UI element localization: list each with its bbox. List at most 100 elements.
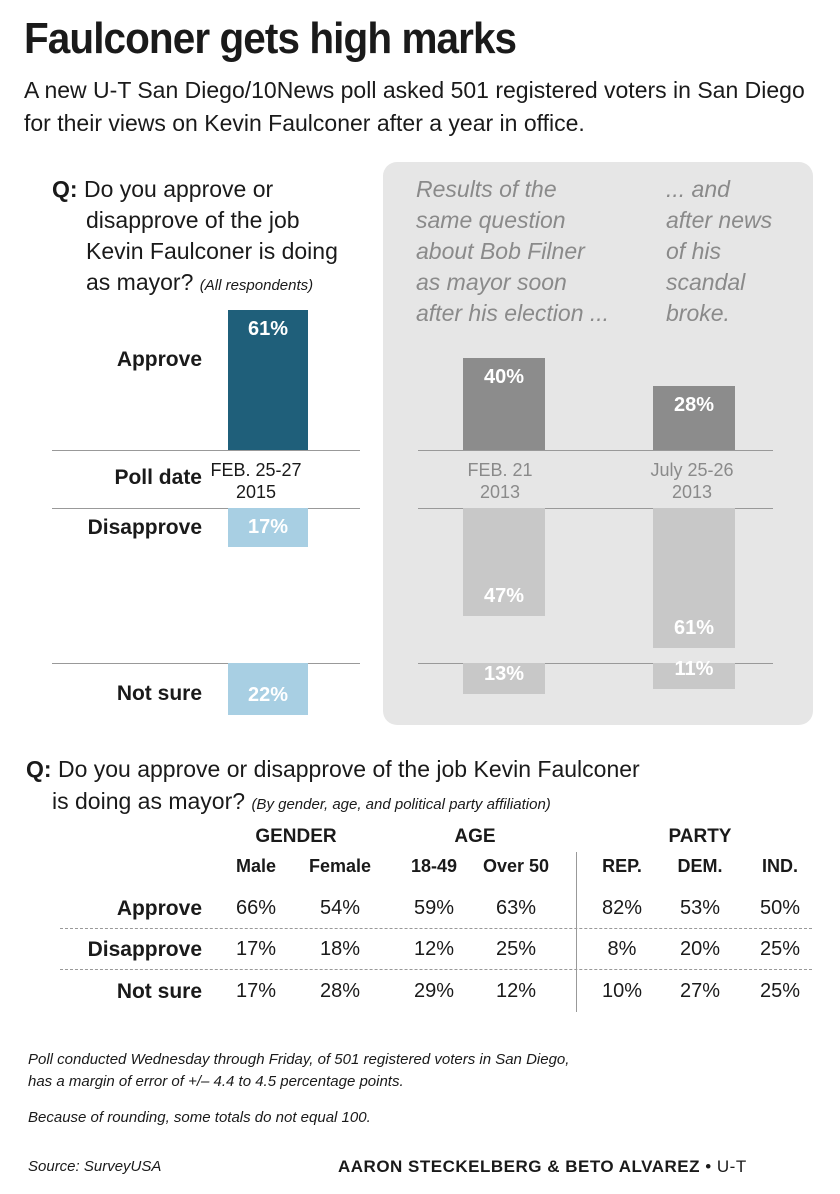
filner-panel <box>383 162 813 725</box>
table-col-header: REP. <box>602 856 642 876</box>
table-cell: 82% <box>601 897 643 919</box>
filner-2013-jul-approve-bar: 28% <box>653 385 735 450</box>
faulconer-not-sure-bar: 22% <box>228 663 308 715</box>
q2-note: (By gender, age, and political party aff… <box>251 796 551 813</box>
q1-line-4-text: as mayor? <box>86 269 194 295</box>
disapprove-label: Disapprove <box>87 516 202 539</box>
filner-after-line: of his <box>666 238 721 264</box>
table-cell: 54% <box>319 897 361 919</box>
q2-line-2-text: is doing as mayor? <box>52 788 246 814</box>
date-line: FEB. 21 <box>467 460 533 480</box>
table-row-label: Not sure <box>116 980 202 1003</box>
q1-line-4: as mayor? (All respondents) <box>86 267 313 301</box>
filner-2013-feb-approve-bar-label: 40% <box>483 366 525 388</box>
faulconer-approve-bar: 61% <box>228 309 308 450</box>
faulconer-not-sure-bar-label: 22% <box>247 683 289 706</box>
filner-2013-jul-not-sure-bar-label: 11% <box>674 657 714 680</box>
table-group-party: PARTY <box>668 826 732 847</box>
table-cell: 59% <box>413 897 455 919</box>
table-row-label: Disapprove <box>87 938 202 961</box>
outlet-name: • U-T <box>705 1157 747 1176</box>
table-cell: 17% <box>235 938 277 960</box>
filner-baseline-upper <box>418 450 773 451</box>
filner-2013-jul-disapprove-bar: 61% <box>653 508 735 649</box>
table-group-age: AGE <box>454 826 496 847</box>
table-col-header: Female <box>308 856 372 876</box>
table-cell: 20% <box>679 938 721 960</box>
date-line: FEB. 25-27 <box>210 460 302 480</box>
filner-2013-feb-disapprove-bar: 47% <box>463 508 545 617</box>
question-1: Q: Do you approve or <box>52 174 372 205</box>
not-sure-label: Not sure <box>116 682 202 705</box>
approve-label: Approve <box>116 348 202 371</box>
date-year: 2013 <box>479 482 521 502</box>
table-group-gender: GENDER <box>255 826 337 847</box>
question-prefix: Q: <box>26 756 52 782</box>
table-cell: 27% <box>679 980 721 1002</box>
table-cell: 25% <box>495 938 537 960</box>
headline: Faulconer gets high marks <box>24 14 517 63</box>
table-cell: 8% <box>607 938 637 960</box>
faulconer-disapprove-bar: 17% <box>228 508 308 548</box>
filner-2013-jul-not-sure-bar: 11% <box>653 658 735 689</box>
filner-intro-line: after his election ... <box>416 300 610 326</box>
credit-names: AARON STECKELBERG & BETO ALVAREZ <box>338 1157 700 1176</box>
table-col-header: Over 50 <box>482 856 550 876</box>
q1-line-1: Do you approve or <box>83 176 274 202</box>
baseline-not-sure <box>52 663 360 664</box>
faulconer-disapprove-bar-label: 17% <box>247 516 289 539</box>
question-2: Q: Do you approve or disapprove of the j… <box>26 754 826 785</box>
source-line: Source: SurveyUSA <box>28 1158 162 1175</box>
table-cell: 12% <box>495 980 537 1002</box>
filner-baseline-not-sure <box>418 663 773 664</box>
baseline-upper <box>52 450 360 451</box>
table-cell: 29% <box>413 980 455 1002</box>
table-cell: 25% <box>759 938 801 960</box>
table-row-divider <box>60 969 812 970</box>
table-row-divider <box>60 928 812 929</box>
footnote-1: Poll conducted Wednesday through Friday,… <box>28 1051 570 1068</box>
table-cell: 12% <box>413 938 455 960</box>
filner-intro-line: about Bob Filner <box>416 238 585 264</box>
table-cell: 28% <box>319 980 361 1002</box>
table-cell: 10% <box>601 980 643 1002</box>
filner-after: ... and after news of his scandal broke. <box>666 174 772 329</box>
filner-2013-feb-approve-bar: 40% <box>463 358 545 450</box>
filner-intro-line: same question <box>416 207 566 233</box>
filner-after-line: scandal <box>666 269 746 295</box>
filner-2013-jul-approve-bar-label: 28% <box>673 393 715 416</box>
filner-after-line: ... and <box>666 176 730 202</box>
poll-date-filner-1: FEB. 21 2013 <box>440 459 560 503</box>
party-divider <box>576 852 577 1012</box>
baseline-lower <box>52 508 360 509</box>
filner-2013-feb-not-sure-bar-label: 13% <box>483 662 525 685</box>
table-cell: 17% <box>235 980 277 1002</box>
table-cell: 18% <box>319 938 361 960</box>
q1-line-3: Kevin Faulconer is doing <box>86 238 338 264</box>
date-line: July 25-26 <box>650 460 734 480</box>
filner-intro-line: as mayor soon <box>416 269 567 295</box>
faulconer-approve-bar-label: 61% <box>247 317 289 340</box>
filner-2013-feb-not-sure-bar: 13% <box>463 663 545 694</box>
table-col-header: DEM. <box>677 856 723 876</box>
filner-intro-line: Results of the <box>416 176 557 202</box>
table-cell: 66% <box>235 897 277 919</box>
q1-note: (All respondents) <box>199 277 314 294</box>
table-row-label: Approve <box>116 897 202 920</box>
poll-date-faulconer: FEB. 25-27 2015 <box>196 459 316 503</box>
table-cell: 50% <box>759 897 801 919</box>
table-cell: 25% <box>759 980 801 1002</box>
poll-date-filner-2: July 25-26 2013 <box>632 459 752 503</box>
filner-intro: Results of the same question about Bob F… <box>416 174 609 329</box>
table-col-header: 18-49 <box>410 856 458 876</box>
subtitle: A new U-T San Diego/10News poll asked 50… <box>24 77 805 136</box>
footnote-2: has a margin of error of +/– 4.4 to 4.5 … <box>28 1073 404 1090</box>
filner-after-line: broke. <box>666 300 730 326</box>
question-prefix: Q: <box>52 176 78 202</box>
q2-line-1: Do you approve or disapprove of the job … <box>57 756 640 782</box>
table-cell: 63% <box>495 897 537 919</box>
date-year: 2015 <box>235 482 277 502</box>
table-col-header: IND. <box>762 856 798 876</box>
footnote-3: Because of rounding, some totals do not … <box>28 1109 371 1126</box>
filner-after-line: after news <box>666 207 773 233</box>
